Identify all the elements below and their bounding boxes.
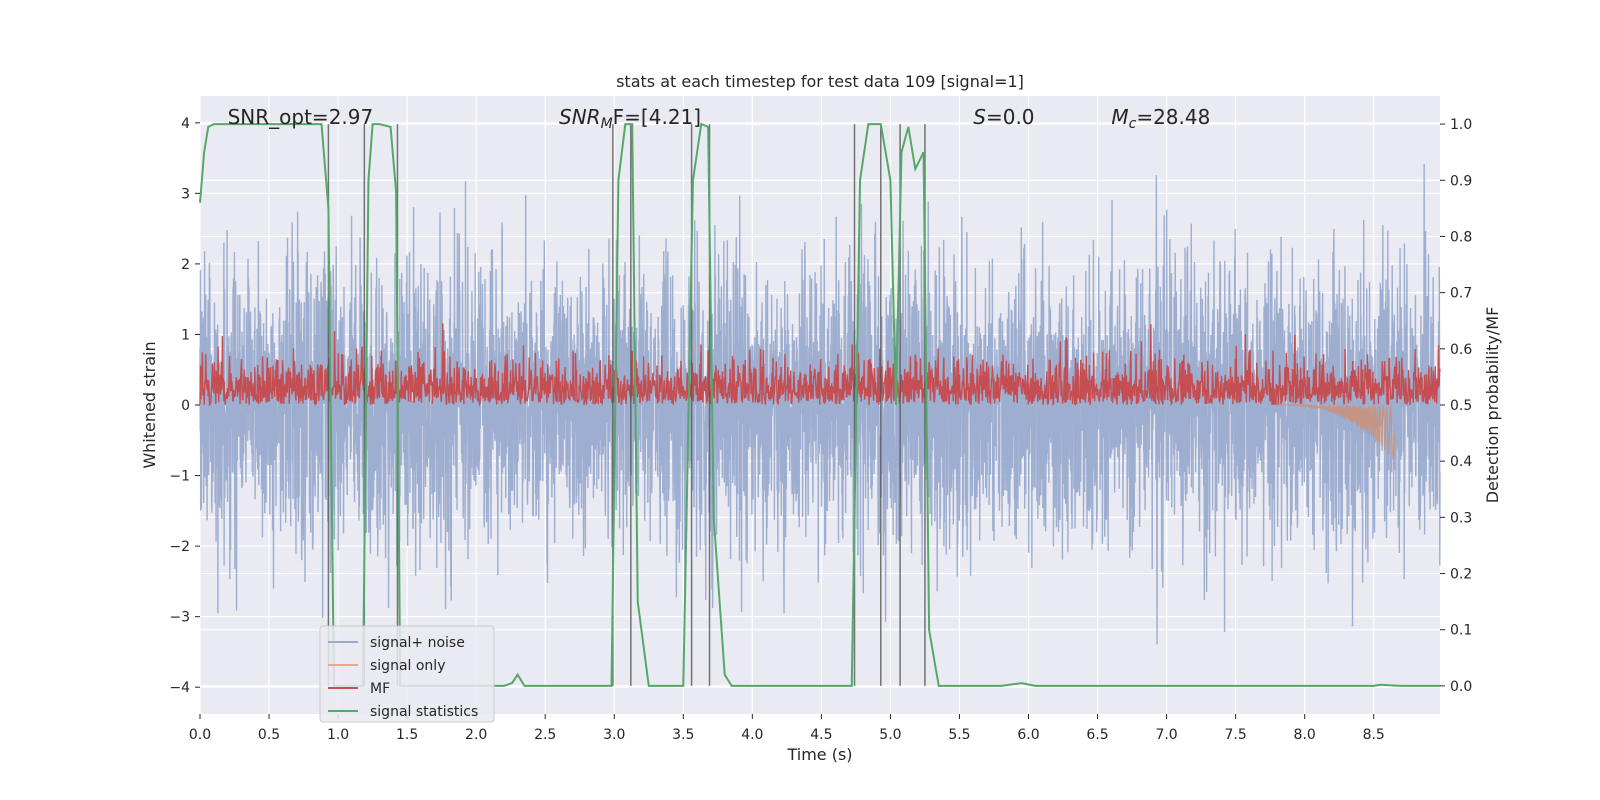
y-left-tick-label: −2 [169,539,190,555]
y-right-tick-label: 0.6 [1450,342,1472,358]
mf-line [199,323,1441,407]
legend-box [319,625,495,723]
x-tick-label: 7.0 [1155,727,1177,743]
y-right-tick-label: 0.3 [1450,510,1472,526]
annotation-3: Mc=28.48 [1111,105,1210,132]
x-tick-label: 6.5 [1086,727,1108,743]
legend-label: MF [370,681,390,697]
x-tick-label: 3.0 [603,727,625,743]
x-tick-label: 1.5 [396,727,418,743]
annotations: SNR_opt=2.97 SNRMF=[4.21] S=0.0 Mc=28.48 [228,105,1211,132]
y-right-tick-label: 1.0 [1450,117,1472,133]
x-tick-label: 4.5 [810,727,832,743]
x-tick-label: 3.5 [672,727,694,743]
y-axis-right-label: Detection probability/MF [1483,307,1502,504]
x-tick-label: 8.5 [1363,727,1385,743]
y-right-tick-label: 0.8 [1450,229,1472,245]
y-left-tick-label: 1 [181,327,190,343]
x-axis-label: Time (s) [786,745,852,764]
y-left-tick-label: −3 [169,610,190,626]
x-tick-label: 1.0 [327,727,349,743]
y-right-tick-label: 0.2 [1450,567,1472,583]
x-tick-label: 5.0 [879,727,901,743]
annotation-1: SNRMF=[4.21] [559,105,701,132]
y-left-tick-label: 3 [181,186,190,202]
y-right-tick-label: 0.9 [1450,173,1472,189]
mf-series [199,323,1441,407]
signal-noise-line [199,164,1441,645]
signal-only-series [1277,403,1396,460]
y-right-tick-label: 0.5 [1450,398,1472,414]
y-left-tick-label: −1 [169,469,190,485]
x-tick-labels: 0.0 0.5 1.0 1.5 2.0 2.5 3.0 3.5 4.0 4.5 5.0 5.5 6.0 6… [189,714,1385,743]
annotation-0: SNR_opt=2.97 [228,105,374,129]
x-tick-label: 0.5 [258,727,280,743]
y-left-tick-label: −4 [169,680,190,696]
y-right-tick-label: 0.7 [1450,286,1472,302]
legend: signal+ noise signal only MF signal statist… [319,625,495,723]
y-left-tick-label: 2 [181,257,190,273]
signal-only-line [1277,403,1396,460]
y-right-tick-labels: 1.0 0.9 0.8 0.7 0.6 0.5 0.4 0.3 0.2 0.1 0.0 [1440,117,1472,695]
chart-title: stats at each timestep for test data 109… [616,72,1024,91]
annotation-2: S=0.0 [973,105,1034,129]
legend-label: signal statistics [370,704,478,720]
y-right-tick-label: 0.0 [1450,679,1472,695]
x-tick-label: 7.5 [1225,727,1247,743]
x-tick-label: 2.5 [534,727,556,743]
signal-noise-series [199,164,1441,645]
y-axis-left-label: Whitened strain [140,341,159,468]
x-tick-label: 2.0 [465,727,487,743]
legend-label: signal only [370,658,445,674]
y-right-tick-label: 0.4 [1450,454,1472,470]
x-tick-label: 0.0 [189,727,211,743]
x-tick-label: 6.0 [1017,727,1039,743]
signal-statistics-series [199,122,1440,687]
x-tick-label: 4.0 [741,727,763,743]
y-right-tick-label: 0.1 [1450,623,1472,639]
legend-label: signal+ noise [370,635,465,651]
x-tick-label: 5.5 [948,727,970,743]
y-left-tick-labels: 4 3 2 1 0 −1 −2 −3 −4 [169,116,200,696]
y-left-tick-label: 4 [181,116,190,132]
signal-statistics-line [199,122,1440,687]
y-left-tick-label: 0 [181,398,190,414]
x-tick-label: 8.0 [1294,727,1316,743]
